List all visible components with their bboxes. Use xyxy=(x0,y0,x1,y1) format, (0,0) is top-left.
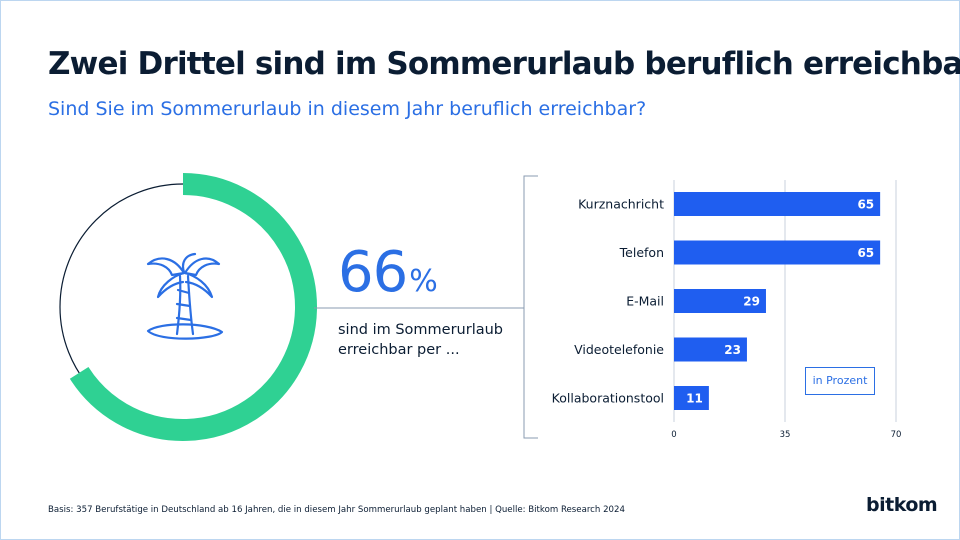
category-label: Kollaborationstool xyxy=(552,391,664,406)
bar-value-label: 23 xyxy=(724,343,741,357)
bar-videotelefonie xyxy=(674,337,747,362)
category-label: Telefon xyxy=(619,245,664,260)
bar-value-label: 65 xyxy=(857,198,874,212)
page-subtitle: Sind Sie im Sommerurlaub in diesem Jahr … xyxy=(48,98,647,120)
x-tick-label: 0 xyxy=(671,430,676,440)
donut-chart xyxy=(59,173,317,441)
highlight-unit: % xyxy=(409,264,438,299)
bar-telefon xyxy=(674,240,881,265)
highlight-value: 66% xyxy=(338,240,438,305)
page-title: Zwei Drittel sind im Sommerurlaub berufl… xyxy=(48,46,960,82)
bar-kollaborationstool xyxy=(674,386,709,410)
bar-value-label: 11 xyxy=(686,392,703,406)
x-tick-label: 70 xyxy=(891,430,902,440)
highlight-number: 66 xyxy=(338,240,408,305)
category-label: Kurznachricht xyxy=(578,197,664,212)
category-label: E-Mail xyxy=(626,294,664,309)
x-tick-label: 35 xyxy=(780,430,791,440)
bar-value-label: 29 xyxy=(743,295,760,309)
unit-legend: in Prozent xyxy=(805,367,875,395)
palm-island-icon xyxy=(146,252,224,340)
bar-value-label: 65 xyxy=(857,246,874,260)
highlight-description: sind im Sommerurlaub erreichbar per ... xyxy=(338,322,504,358)
bar-kurznachricht xyxy=(674,192,881,216)
bracket xyxy=(523,175,538,439)
footer-source: Basis: 357 Berufstätige in Deutschland a… xyxy=(48,505,625,515)
bar-e-mail xyxy=(674,289,766,313)
donut-arc xyxy=(69,173,317,441)
brand-logo: bitkom xyxy=(866,494,938,516)
category-label: Videotelefonie xyxy=(574,342,664,357)
